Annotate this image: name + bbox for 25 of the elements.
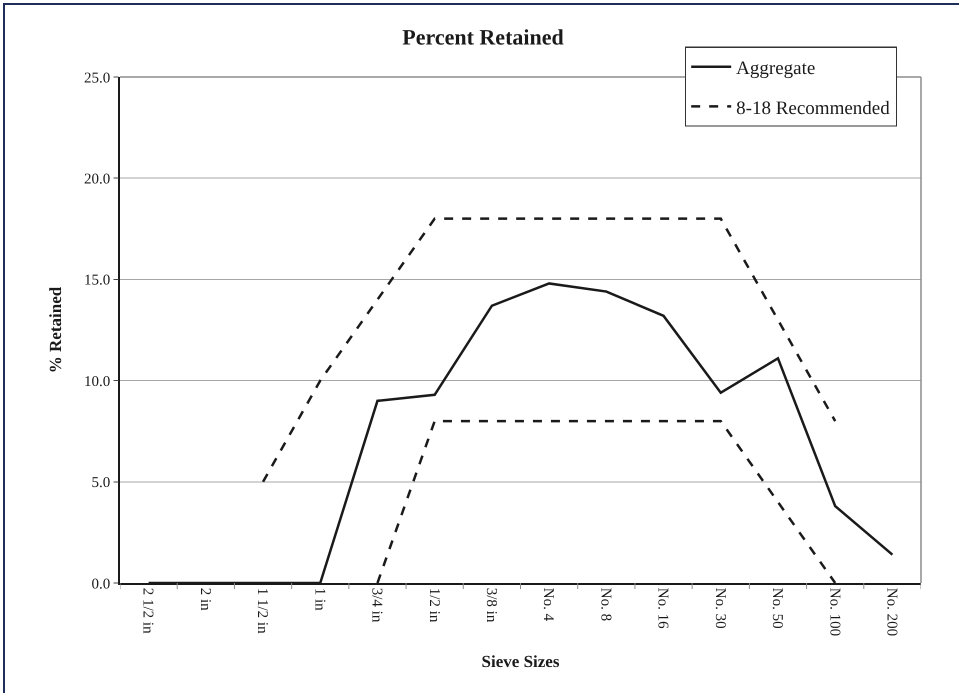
x-tick-label: 3/8 in bbox=[483, 588, 500, 623]
x-tick-label: No. 8 bbox=[597, 588, 614, 622]
legend-label: Aggregate bbox=[736, 58, 816, 80]
y-tick-label: 0.0 bbox=[92, 576, 110, 592]
x-tick-label: 1 1/2 in bbox=[254, 588, 270, 634]
chart-title: Percent Retained bbox=[402, 24, 564, 50]
legend-label: 8-18 Recommended bbox=[736, 98, 890, 119]
y-tick-label: 20.0 bbox=[84, 171, 110, 188]
x-tick-label: No. 4 bbox=[540, 588, 556, 622]
x-tick-label: 1 in bbox=[311, 588, 328, 612]
x-tick-label: No. 30 bbox=[712, 588, 728, 629]
x-tick-label: 3/4 in bbox=[368, 588, 385, 623]
y-tick-label: 25.0 bbox=[84, 70, 110, 86]
x-tick-label: No. 100 bbox=[826, 588, 842, 636]
x-tick-label: No. 200 bbox=[884, 588, 900, 636]
x-tick-label: No. 50 bbox=[769, 588, 786, 629]
x-tick-label: 2 in bbox=[196, 588, 213, 612]
y-tick-label: 5.0 bbox=[92, 475, 110, 492]
x-tick-label: 2 1/2 in bbox=[140, 588, 156, 634]
y-axis-title: % Retained bbox=[46, 286, 66, 374]
y-tick-label: 10.0 bbox=[84, 374, 110, 390]
x-axis-title: Sieve Sizes bbox=[482, 652, 560, 671]
x-tick-label: 1/2 in bbox=[426, 588, 442, 623]
x-tick-label: No. 16 bbox=[654, 588, 671, 630]
y-tick-label: 15.0 bbox=[84, 272, 110, 289]
